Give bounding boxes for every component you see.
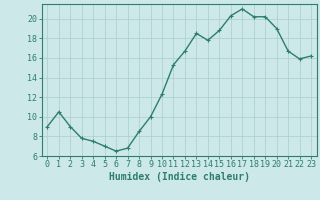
X-axis label: Humidex (Indice chaleur): Humidex (Indice chaleur) bbox=[109, 172, 250, 182]
